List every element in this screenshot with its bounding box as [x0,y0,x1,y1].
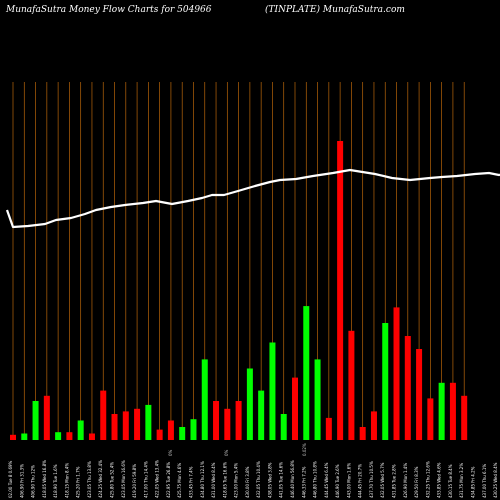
money-flow-bar [190,419,197,440]
x-tick-label: 423.00 Mon 5.4% [234,463,239,498]
x-tick-label: 444.45 Fri 20.7% [358,464,363,498]
money-flow-bar [280,414,287,440]
money-flow-bar [292,377,298,440]
money-flow-bar [111,414,118,440]
x-tick-label: 418.90 Tue 1.6% [53,464,58,498]
x-tick-label: 431.75 Mon 3.2% [459,463,464,498]
x-tick-label: 426.90 Mon 1.4% [403,463,408,498]
money-flow-bar [224,408,231,440]
money-flow-bar [134,408,141,440]
money-flow-bar [66,432,73,440]
x-tick-label: 430.15 Tue 8.4% [448,464,453,498]
x-tick-label: 406.90 Thu 12% [31,465,36,498]
money-flow-bar [258,390,265,440]
x-tick-label: 430.25 Wed 8.4% [493,462,498,498]
money-flow-bar [269,342,276,440]
money-flow-bar [337,141,344,440]
x-tick-label: 438.05 Wed 3.8% [267,462,272,498]
x-tick-label: 434.85 Fri 4.2% [470,466,475,498]
money-flow-bar [88,433,95,440]
x-tick-label: 418.65 Tue 16.6% [222,462,227,498]
x-tick-label: 424.25 Wed 32.4% [98,460,103,498]
x-tick-label: 446.33 Fri 7.2% [301,466,306,498]
money-flow-bar [10,434,16,440]
money-flow-bar [438,382,445,440]
money-flow-bar [179,427,186,440]
money-flow-bar [32,401,39,440]
money-flow-bar [77,420,84,440]
money-flow-bar [393,307,400,440]
price-line [5,168,500,229]
x-tick-label: 437.00 Thu 6.1% [482,464,487,498]
money-flow-bar [122,411,129,440]
money-flow-bar [246,368,253,440]
x-tick-label: 418.05 Wed 16.8% [42,460,47,498]
x-tick-label: 425.20 Fri 1.7% [76,466,81,498]
x-tick-label: 446.80 Thu 10.8% [313,461,318,498]
money-flow-bar [348,330,355,440]
mid-labels: 0% 0% 0.02% [168,443,307,456]
x-tick-label: 443.00 Mon 1.6% [346,463,351,498]
x-tick-label: 418.15 Mon 8.4% [64,463,69,498]
money-flow-bar [213,401,220,440]
x-tick-label: 441.05 Tue 14.6% [279,462,284,498]
money-flow-bar [461,395,468,440]
x-tick-label: 433.85 Wed 4.6% [437,462,442,498]
x-tick-label: 423.05 Thu 13.8% [87,461,92,498]
money-flow-bar [156,429,163,440]
money-flow-bar [382,323,389,440]
chart-subtitle: (TINPLATE) MunafaSutra.com [265,5,405,15]
x-tick-label: 425.75 Mon 4.6% [177,463,182,498]
mid-label: 0% [224,449,229,456]
money-flow-bar [427,398,434,440]
money-flow-bar [359,427,366,440]
money-flow-bars [10,141,468,440]
money-flow-bar [325,417,332,440]
money-flow-bar [314,359,321,440]
x-tick-label: 431.00 Wed 8.4% [211,462,216,498]
x-tick-label: 423.05 Mon 16.6% [121,460,126,498]
x-tick-label: 437.70 Thu 10.5% [369,461,374,498]
x-tick-label: 02.00 Tue 8 0.69% [8,460,13,498]
x-tick-label: 425.80 Tue 52.4% [110,462,115,498]
x-tick-label: 432.05 Thu 10.4% [256,461,261,498]
x-tick-label: 431.85 Tue 2.8% [392,464,397,498]
x-tick-labels: 02.00 Tue 8 0.69% 406.90 Fri 31.3% 406.90 … [8,460,498,498]
x-tick-label: 434.80 Thu 12.1% [200,461,205,498]
money-flow-bar [167,420,174,440]
x-tick-label: 430.00 Fri 3.8% [245,466,250,498]
x-tick-label: 446.90 Tue 2.6% [335,464,340,498]
x-tick-label: 417.00 Thu 14.4% [143,461,148,498]
money-flow-bar [201,359,208,440]
money-flow-bar [43,395,50,440]
x-tick-label: 432.05 Wed 5.7% [380,462,385,498]
money-flow-bar [303,306,310,440]
money-flow-bar [100,390,107,440]
x-tick-label: 446.40 Mon 56.8% [290,460,295,498]
x-tick-label: 429.50 Fri 8.3% [414,466,419,498]
x-tick-label: 444.45 Wed 6.4% [324,462,329,498]
money-flow-bar [145,404,152,440]
mid-label: 0% [168,449,173,456]
money-flow-bar [235,401,242,440]
money-flow-bar [416,349,423,440]
money-flow-bar [370,411,377,440]
x-tick-label: 432.25 Thu 12.6% [425,461,430,498]
money-flow-bar [404,336,411,440]
x-tick-label: 433.45 Fri 7.4% [188,466,193,498]
money-flow-bar [449,382,456,440]
money-flow-bar [21,433,28,440]
mid-label: 0.02% [302,443,307,456]
chart-title: MunafaSutra Money Flow Charts for 504966 [6,5,212,15]
x-tick-label: 422.05 Wed 13.4% [155,460,160,498]
x-tick-label: 419.20 Fri 59.8% [132,464,137,498]
money-flow-bar [55,432,62,440]
x-tick-label: 422.95 Tue 26.8% [166,462,171,498]
x-tick-label: 406.90 Fri 31.3% [19,464,24,498]
